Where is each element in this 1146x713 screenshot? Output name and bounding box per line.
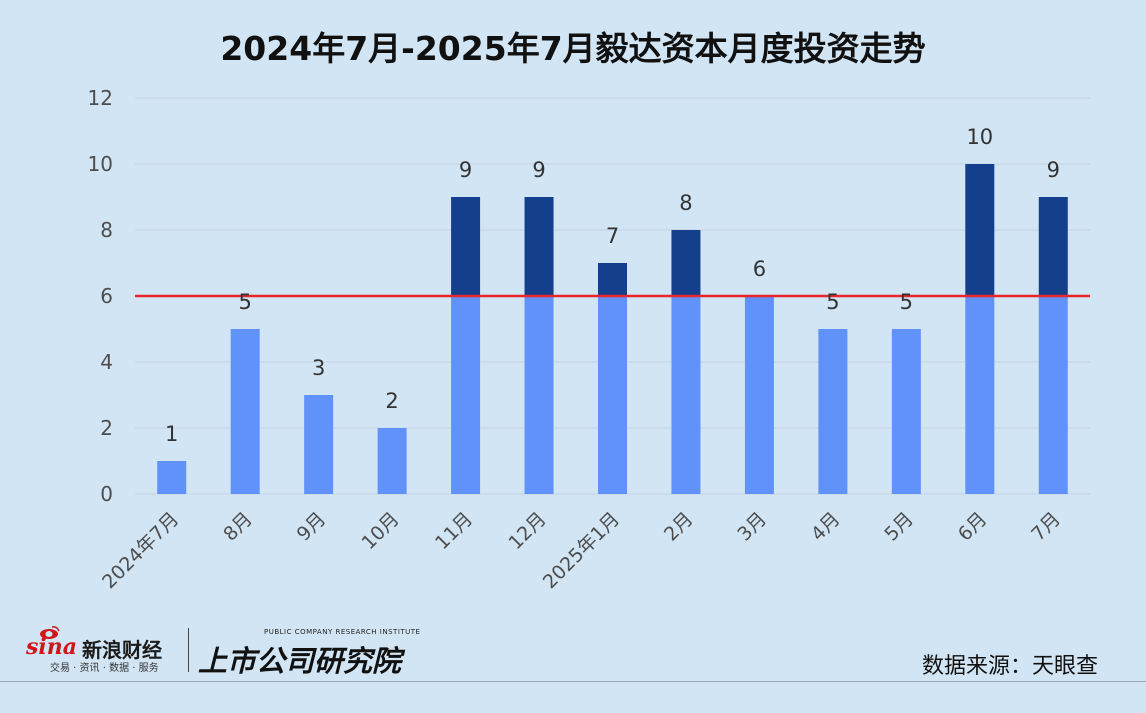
x-tick-label: 2月 [660,508,698,546]
bars [157,164,1068,494]
bar-excess [671,230,701,296]
x-tick-label: 4月 [807,508,845,546]
x-tick-label: 9月 [293,508,331,546]
x-tick-label: 3月 [733,508,771,546]
data-label: 9 [459,158,472,182]
bar-base [304,395,334,494]
data-label: 9 [1047,158,1060,182]
x-tick-label: 12月 [504,508,550,554]
data-label: 6 [753,257,766,281]
institute-chinese-name: 上市公司研究院 [198,644,402,678]
bar-excess [1038,197,1068,296]
bar-base [1038,296,1068,494]
bar-base [230,329,260,494]
x-tick-label: 6月 [954,508,992,546]
data-source: 数据来源：天眼查 [921,654,1098,679]
sina-finance-name: 新浪财经 [82,638,162,662]
bar-excess [598,263,627,296]
data-label: 7 [606,224,619,248]
y-tick-label: 0 [100,482,113,506]
bar-base [671,296,701,494]
logo-divider [188,628,189,672]
sina-finance-logo: sina 新浪财经 交易 · 资讯 · 数据 · 服务 [26,626,176,674]
x-tick-label: 11月 [431,508,477,554]
bar-chart: 0 2 4 6 8 10 12 1 5 3 2 9 9 7 8 6 5 5 10 9 2024年7月 8月 9月 10月 1… [88,86,1090,593]
sina-wordmark: sina [26,634,77,660]
bar-base [744,296,774,494]
x-tick-label: 2024年7月 [98,508,183,593]
bar-base [524,296,554,494]
x-tick-label: 5月 [880,508,918,546]
sina-finance-tagline: 交易 · 资讯 · 数据 · 服务 [50,663,159,674]
bar-base [157,461,187,494]
bar-base [377,428,407,494]
x-tick-label: 10月 [358,508,404,554]
bar-base [965,296,995,494]
chart-title: 2024年7月-2025年7月毅达资本月度投资走势 [220,29,926,68]
y-axis-ticks: 0 2 4 6 8 10 12 [88,86,113,506]
y-tick-label: 2 [100,416,113,440]
footer-divider [0,681,1146,682]
sina-eye-icon [40,626,60,639]
data-label: 5 [239,290,252,314]
data-label: 1 [165,422,178,446]
data-label: 3 [312,356,325,380]
y-tick-label: 6 [100,284,113,308]
data-label: 5 [826,290,839,314]
data-label: 5 [900,290,913,314]
bar-base [451,296,481,494]
institute-english-name: PUBLIC COMPANY RESEARCH INSTITUTE [264,628,421,636]
y-tick-label: 12 [88,86,113,110]
data-label: 10 [966,125,993,149]
bar-excess [524,197,554,296]
data-label: 2 [385,389,398,413]
data-labels: 1 5 3 2 9 9 7 8 6 5 5 10 9 [165,125,1060,446]
research-institute-logo: PUBLIC COMPANY RESEARCH INSTITUTE 上市公司研究… [198,626,421,678]
data-label: 8 [679,191,692,215]
bar-base [818,329,848,494]
y-tick-label: 8 [100,218,113,242]
x-tick-label: 7月 [1027,508,1065,546]
y-tick-label: 4 [100,350,113,374]
bar-excess [965,164,995,296]
x-tick-label: 2025年1月 [539,508,624,593]
y-tick-label: 10 [88,152,113,176]
x-tick-label: 8月 [219,508,257,546]
bar-excess [451,197,481,296]
data-label: 9 [532,158,545,182]
bar-base [598,296,627,494]
bar-base [891,329,921,494]
